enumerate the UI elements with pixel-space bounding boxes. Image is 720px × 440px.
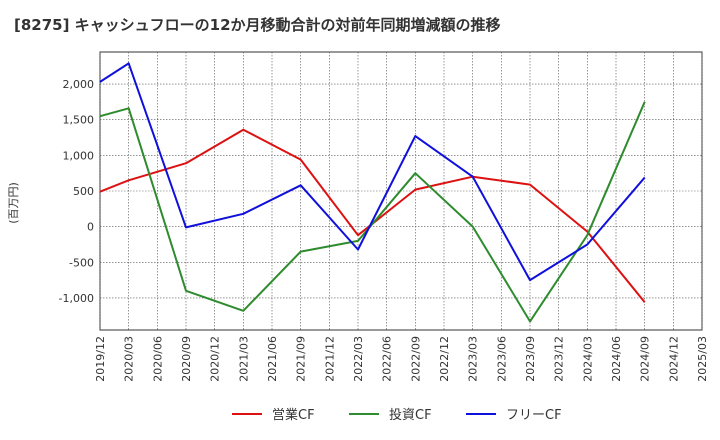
legend: 営業CF 投資CF フリーCF (232, 407, 562, 423)
x-tick-label: 2020/09 (180, 336, 193, 382)
series-lines (99, 62, 646, 323)
y-axis-ticks: -1,000 -500 0 500 1,000 1,500 2,000 (59, 78, 94, 305)
legend-label: 投資CF (389, 407, 432, 423)
x-tick-label: 2021/12 (323, 336, 336, 382)
legend-label: 営業CF (272, 407, 315, 423)
series-line-営業CF (99, 128, 646, 303)
y-tick-label: 1,500 (63, 114, 95, 127)
y-axis-label: (百万円) (7, 182, 20, 224)
x-tick-label: 2024/09 (639, 336, 652, 382)
x-tick-label: 2024/06 (610, 336, 623, 382)
x-tick-label: 2020/03 (123, 336, 136, 382)
x-tick-label: 2024/03 (581, 336, 594, 382)
x-tick-label: 2020/12 (209, 336, 222, 382)
x-tick-label: 2024/12 (667, 336, 680, 382)
chart-title: [8275] キャッシュフローの12か月移動合計の対前年同期増減額の推移 (14, 16, 501, 34)
y-tick-label: 1,000 (63, 149, 95, 162)
x-tick-label: 2022/06 (381, 336, 394, 382)
x-tick-label: 2022/12 (438, 336, 451, 382)
x-tick-label: 2021/03 (237, 336, 250, 382)
legend-label: フリーCF (506, 408, 562, 423)
x-tick-label: 2023/09 (524, 336, 537, 382)
x-tick-label: 2023/03 (467, 336, 480, 382)
y-tick-label: -500 (69, 256, 94, 269)
x-tick-label: 2021/09 (295, 336, 308, 382)
y-tick-label: 2,000 (63, 78, 95, 91)
x-tick-label: 2022/03 (352, 336, 365, 382)
x-tick-label: 2025/03 (696, 336, 709, 382)
x-axis-ticks: 2019/12 2020/03 2020/06 2020/09 2020/12 2021/… (94, 336, 709, 382)
x-tick-label: 2022/09 (409, 336, 422, 382)
series-line-フリーCF (99, 62, 646, 282)
x-tick-label: 2021/06 (266, 336, 279, 382)
series-line-投資CF (99, 101, 646, 323)
x-tick-label: 2020/06 (151, 336, 164, 382)
y-tick-label: 500 (73, 185, 94, 198)
y-tick-label: 0 (87, 221, 94, 234)
x-tick-label: 2023/12 (553, 336, 566, 382)
x-tick-label: 2023/06 (495, 336, 508, 382)
y-tick-label: -1,000 (59, 292, 94, 305)
x-tick-label: 2019/12 (94, 336, 107, 382)
